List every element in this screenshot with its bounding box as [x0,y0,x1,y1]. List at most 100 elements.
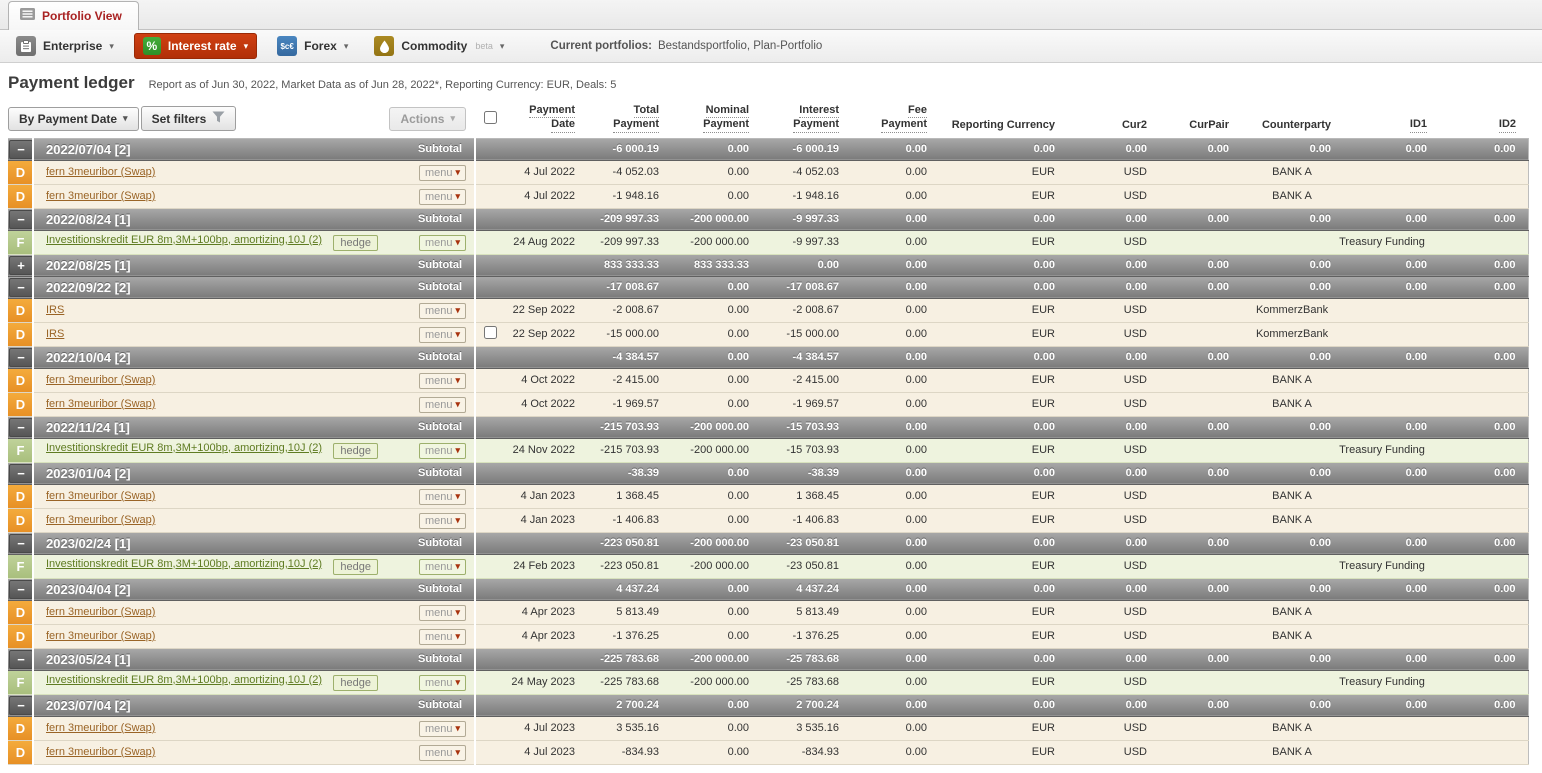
column-header-id2[interactable]: ID2 [1439,100,1528,138]
deal-link[interactable]: fern 3meuribor (Swap) [46,722,156,734]
subtotal-curpair: 0.00 [1159,531,1242,555]
cur2-value: USD [1067,623,1160,649]
menu-button[interactable]: menu ▾ [418,302,467,319]
deal-type-cell: F [8,669,34,695]
column-header-id1[interactable]: ID1 [1343,100,1439,138]
menu-cell: menu ▾ [380,739,476,765]
deal-type-badge: D [8,322,33,346]
menu-button[interactable]: menu ▾ [418,326,467,343]
counterparty-value: BANK A [1272,514,1312,526]
group-by-label: By Payment Date [19,111,118,126]
counterparty-value: KommerzBank [1255,304,1329,316]
collapse-group-button[interactable]: − [9,347,33,367]
collapse-group-button[interactable]: − [9,695,33,715]
subtotal-interest: -38.39 [761,461,852,485]
deal-link[interactable]: Investitionskredit EUR 8m,3M+100bp, amor… [46,557,323,570]
subtotal-id2: 0.00 [1439,577,1529,601]
subtotal-curpair: 0.00 [1159,275,1242,299]
deal-link[interactable]: fern 3meuribor (Swap) [46,374,156,386]
collapse-group-button[interactable]: − [9,463,33,483]
menu-button[interactable]: menu ▾ [418,628,467,645]
fee-value: 0.00 [851,297,940,323]
subtotal-interest: -25 783.68 [761,647,852,671]
menu-button[interactable]: menu ▾ [418,558,467,575]
module-interest-rate[interactable]: % Interest rate ▾ [133,33,258,59]
deal-link[interactable]: Investitionskredit EUR 8m,3M+100bp, amor… [46,441,323,454]
deal-link[interactable]: fern 3meuribor (Swap) [46,514,156,526]
menu-button[interactable]: menu ▾ [418,188,467,205]
menu-button[interactable]: menu ▾ [418,604,467,621]
module-commodity[interactable]: Commodity beta ▾ [368,33,510,59]
subtotal-fee: 0.00 [851,253,940,277]
subtotal-cpty: 0.00 [1241,647,1344,671]
actions-button[interactable]: Actions ▾ [389,106,467,131]
check-cell [474,507,506,533]
menu-button[interactable]: menu ▾ [418,372,467,389]
hedge-button[interactable]: hedge [333,442,379,459]
collapse-group-button[interactable]: − [9,417,33,437]
deal-link[interactable]: fern 3meuribor (Swap) [46,190,156,202]
deal-name-cell: Investitionskredit EUR 8m,3M+100bp, amor… [33,553,381,579]
collapse-group-button[interactable]: − [9,533,33,553]
deal-link[interactable]: fern 3meuribor (Swap) [46,490,156,502]
menu-cell: menu ▾ [380,483,476,509]
hedge-button[interactable]: hedge [333,234,379,251]
subtotal-cpty: 0.00 [1241,693,1344,717]
expand-cell: − [8,275,34,299]
deal-link[interactable]: Investitionskredit EUR 8m,3M+100bp, amor… [46,233,323,246]
deal-link[interactable]: fern 3meuribor (Swap) [46,746,156,758]
menu-button[interactable]: menu ▾ [418,396,467,413]
select-all-checkbox[interactable] [484,110,498,124]
menu-button[interactable]: menu ▾ [418,744,467,761]
column-header-nominal[interactable]: Nominal Payment [671,100,761,138]
chevron-down-icon: ▾ [455,607,461,617]
expand-group-button[interactable]: + [9,255,33,275]
subtotal-label-cell: Subtotal [380,461,476,485]
hedge-button[interactable]: hedge [333,674,379,691]
menu-cell: menu ▾ [380,599,476,625]
collapse-group-button[interactable]: − [9,649,33,669]
column-header-interest[interactable]: Interest Payment [761,100,851,138]
menu-button[interactable]: menu ▾ [418,674,467,691]
tab-strip: Portfolio View [0,0,1542,30]
column-header-fee[interactable]: Fee Payment [851,100,939,138]
deal-type-cell: D [8,321,34,347]
module-forex[interactable]: $c€ Forex ▾ [271,33,354,59]
menu-button[interactable]: menu ▾ [418,164,467,181]
nominal-value: 0.00 [671,599,762,625]
module-enterprise[interactable]: Enterprise ▾ [10,33,120,59]
menu-cell: menu ▾ [380,669,476,695]
menu-button-label: menu [424,374,453,387]
subtotal-interest: -15 703.93 [761,415,852,439]
deal-link[interactable]: IRS [46,328,65,340]
collapse-group-button[interactable]: − [9,139,33,159]
set-filters-button[interactable]: Set filters [140,106,237,132]
tab-portfolio-view[interactable]: Portfolio View [8,1,139,30]
group-title: 2023/04/04 [2] [46,581,131,597]
counterparty: BANK A [1241,599,1344,625]
deal-link[interactable]: fern 3meuribor (Swap) [46,630,156,642]
menu-button[interactable]: menu ▾ [418,234,467,251]
counterparty: BANK A [1241,183,1344,209]
deal-link[interactable]: fern 3meuribor (Swap) [46,398,156,410]
menu-button[interactable]: menu ▾ [418,442,467,459]
id1-value [1343,367,1440,393]
deal-link[interactable]: IRS [46,304,65,316]
column-header-date[interactable]: Payment Date [505,100,587,138]
collapse-group-button[interactable]: − [9,277,33,297]
hedge-button[interactable]: hedge [333,558,379,575]
row-checkbox[interactable] [484,326,498,339]
deal-link[interactable]: fern 3meuribor (Swap) [46,166,156,178]
collapse-group-button[interactable]: − [9,579,33,599]
group-by-button[interactable]: By Payment Date ▾ [8,106,139,131]
menu-button[interactable]: menu ▾ [418,720,467,737]
nominal-value: 0.00 [671,321,762,347]
menu-button[interactable]: menu ▾ [418,512,467,529]
deal-name-cell: fern 3meuribor (Swap) [33,391,381,417]
deal-link[interactable]: fern 3meuribor (Swap) [46,606,156,618]
deal-link[interactable]: Investitionskredit EUR 8m,3M+100bp, amor… [46,673,323,686]
column-header-total[interactable]: Total Payment [587,100,671,138]
counterparty: KommerzBank [1241,297,1344,323]
menu-button[interactable]: menu ▾ [418,488,467,505]
collapse-group-button[interactable]: − [9,209,33,229]
